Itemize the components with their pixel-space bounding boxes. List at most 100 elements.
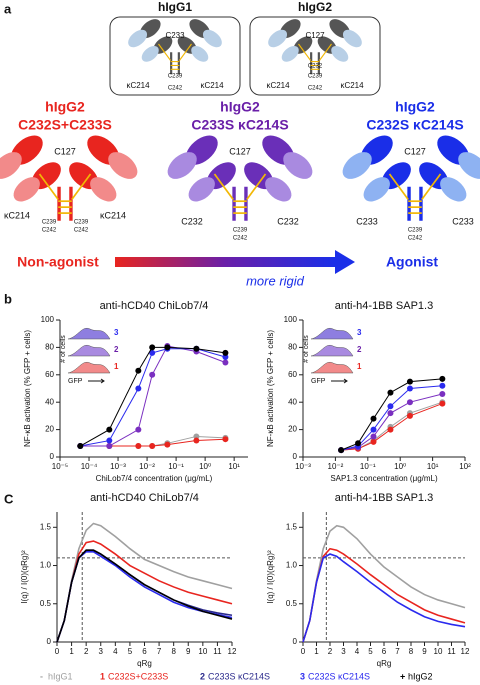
data-point <box>439 390 446 397</box>
data-point <box>193 345 200 352</box>
light-chain <box>191 46 209 62</box>
residue-label: C233 <box>356 216 378 226</box>
x-tick-label: 0 <box>55 647 60 656</box>
data-point <box>77 443 84 450</box>
residue-label: C127 <box>54 146 76 156</box>
variant-title: hIgG2 <box>220 99 260 115</box>
x-tick-label: 12 <box>228 647 237 656</box>
variant-subtitle: C233S κC214S <box>191 117 288 133</box>
antibody <box>0 135 138 221</box>
inset-label: 1 <box>357 362 362 371</box>
data-point <box>222 436 229 443</box>
data-point <box>106 443 113 450</box>
data-point <box>387 389 394 396</box>
legend-label: C232S+C233S <box>108 671 168 681</box>
residue-label: C232 <box>181 216 203 226</box>
chart-title: anti-hCD40 ChiLob7/4 <box>90 492 199 504</box>
reference-title: hIgG1 <box>158 0 192 14</box>
antibody <box>268 19 362 75</box>
data-point <box>370 415 377 422</box>
x-tick-label: 11 <box>447 647 456 656</box>
histogram <box>310 361 354 374</box>
x-axis-label: SAP1.3 concentration (μg/mL) <box>330 474 438 483</box>
x-tick-label: 12 <box>461 647 470 656</box>
data-point <box>149 371 156 378</box>
legend-symbol: + <box>400 671 405 681</box>
inset-y-label: # of cells <box>60 335 67 363</box>
inset-x-label: GFP <box>311 378 326 385</box>
axes <box>59 320 248 458</box>
legend-symbol: 2 <box>200 671 205 681</box>
y-tick-label: 60 <box>288 370 297 379</box>
residue-label: κC214 <box>4 210 30 220</box>
y-axis-label: NF-κB activation (% GFP + cells) <box>23 330 32 447</box>
data-point <box>135 443 142 450</box>
data-point <box>106 426 113 433</box>
light-chain <box>202 29 222 48</box>
disulfide <box>246 173 267 201</box>
light-chain <box>342 29 362 48</box>
data-point <box>222 359 229 366</box>
x-tick-label: 10⁻² <box>328 462 344 471</box>
y-tick-label: 60 <box>45 370 54 379</box>
legend-label: hIgG2 <box>408 671 433 681</box>
data-point <box>370 438 377 445</box>
residue-label: C233 <box>165 31 185 40</box>
light-chain <box>128 29 148 48</box>
inset-x-label: GFP <box>68 378 83 385</box>
x-tick-label: 10¹ <box>427 462 439 471</box>
residue-label: κC214 <box>200 81 224 90</box>
light-chain <box>167 152 197 179</box>
y-tick-label: 40 <box>45 397 54 406</box>
x-tick-label: 10⁻² <box>139 462 155 471</box>
legend-label: C233S κC214S <box>208 671 270 681</box>
data-point <box>149 344 156 351</box>
series-line <box>302 547 466 643</box>
x-tick-label: 9 <box>186 647 191 656</box>
data-point <box>135 426 142 433</box>
light-chain <box>331 46 349 62</box>
x-tick-label: 10 <box>434 647 443 656</box>
x-tick-label: 2 <box>328 647 333 656</box>
light-chain <box>283 152 313 179</box>
light-chain <box>13 177 40 202</box>
scale-middle: more rigid <box>246 273 305 288</box>
x-tick-label: 10⁰ <box>394 462 406 471</box>
residue-label: C239 <box>168 74 183 80</box>
x-tick-label: 6 <box>142 647 147 656</box>
x-tick-label: 10⁻¹ <box>360 462 376 471</box>
data-point <box>135 367 142 374</box>
data-point <box>406 412 413 419</box>
y-tick-label: 100 <box>41 315 55 324</box>
residue-label: C239 <box>233 228 248 234</box>
series-line <box>56 540 233 643</box>
x-tick-label: 9 <box>422 647 427 656</box>
x-tick-label: 7 <box>157 647 162 656</box>
disulfide <box>158 43 172 61</box>
residue-label: C127 <box>404 146 426 156</box>
residue-label: C239 <box>408 228 423 234</box>
residue-label: C242 <box>74 228 89 234</box>
data-point <box>370 433 377 440</box>
data-point <box>149 349 156 356</box>
inset-arrow <box>331 378 348 384</box>
y-tick-label: 0 <box>47 637 52 646</box>
inset-label: 3 <box>114 328 119 337</box>
series-line <box>340 378 443 451</box>
x-tick-label: 1 <box>69 647 74 656</box>
residue-label: C127 <box>305 31 325 40</box>
residue-label: C232 <box>308 64 323 70</box>
histogram <box>67 344 111 357</box>
arrow-head <box>335 250 355 274</box>
histogram <box>310 344 354 357</box>
residue-label: C232 <box>277 216 299 226</box>
light-chain <box>108 152 138 179</box>
x-tick-label: 10⁻³ <box>110 462 126 471</box>
reference-title: hIgG2 <box>298 0 332 14</box>
light-chain <box>188 177 215 202</box>
x-tick-label: 3 <box>99 647 104 656</box>
data-point <box>135 385 142 392</box>
data-point <box>193 437 200 444</box>
x-axis-label: qRg <box>137 659 152 668</box>
data-point <box>406 385 413 392</box>
